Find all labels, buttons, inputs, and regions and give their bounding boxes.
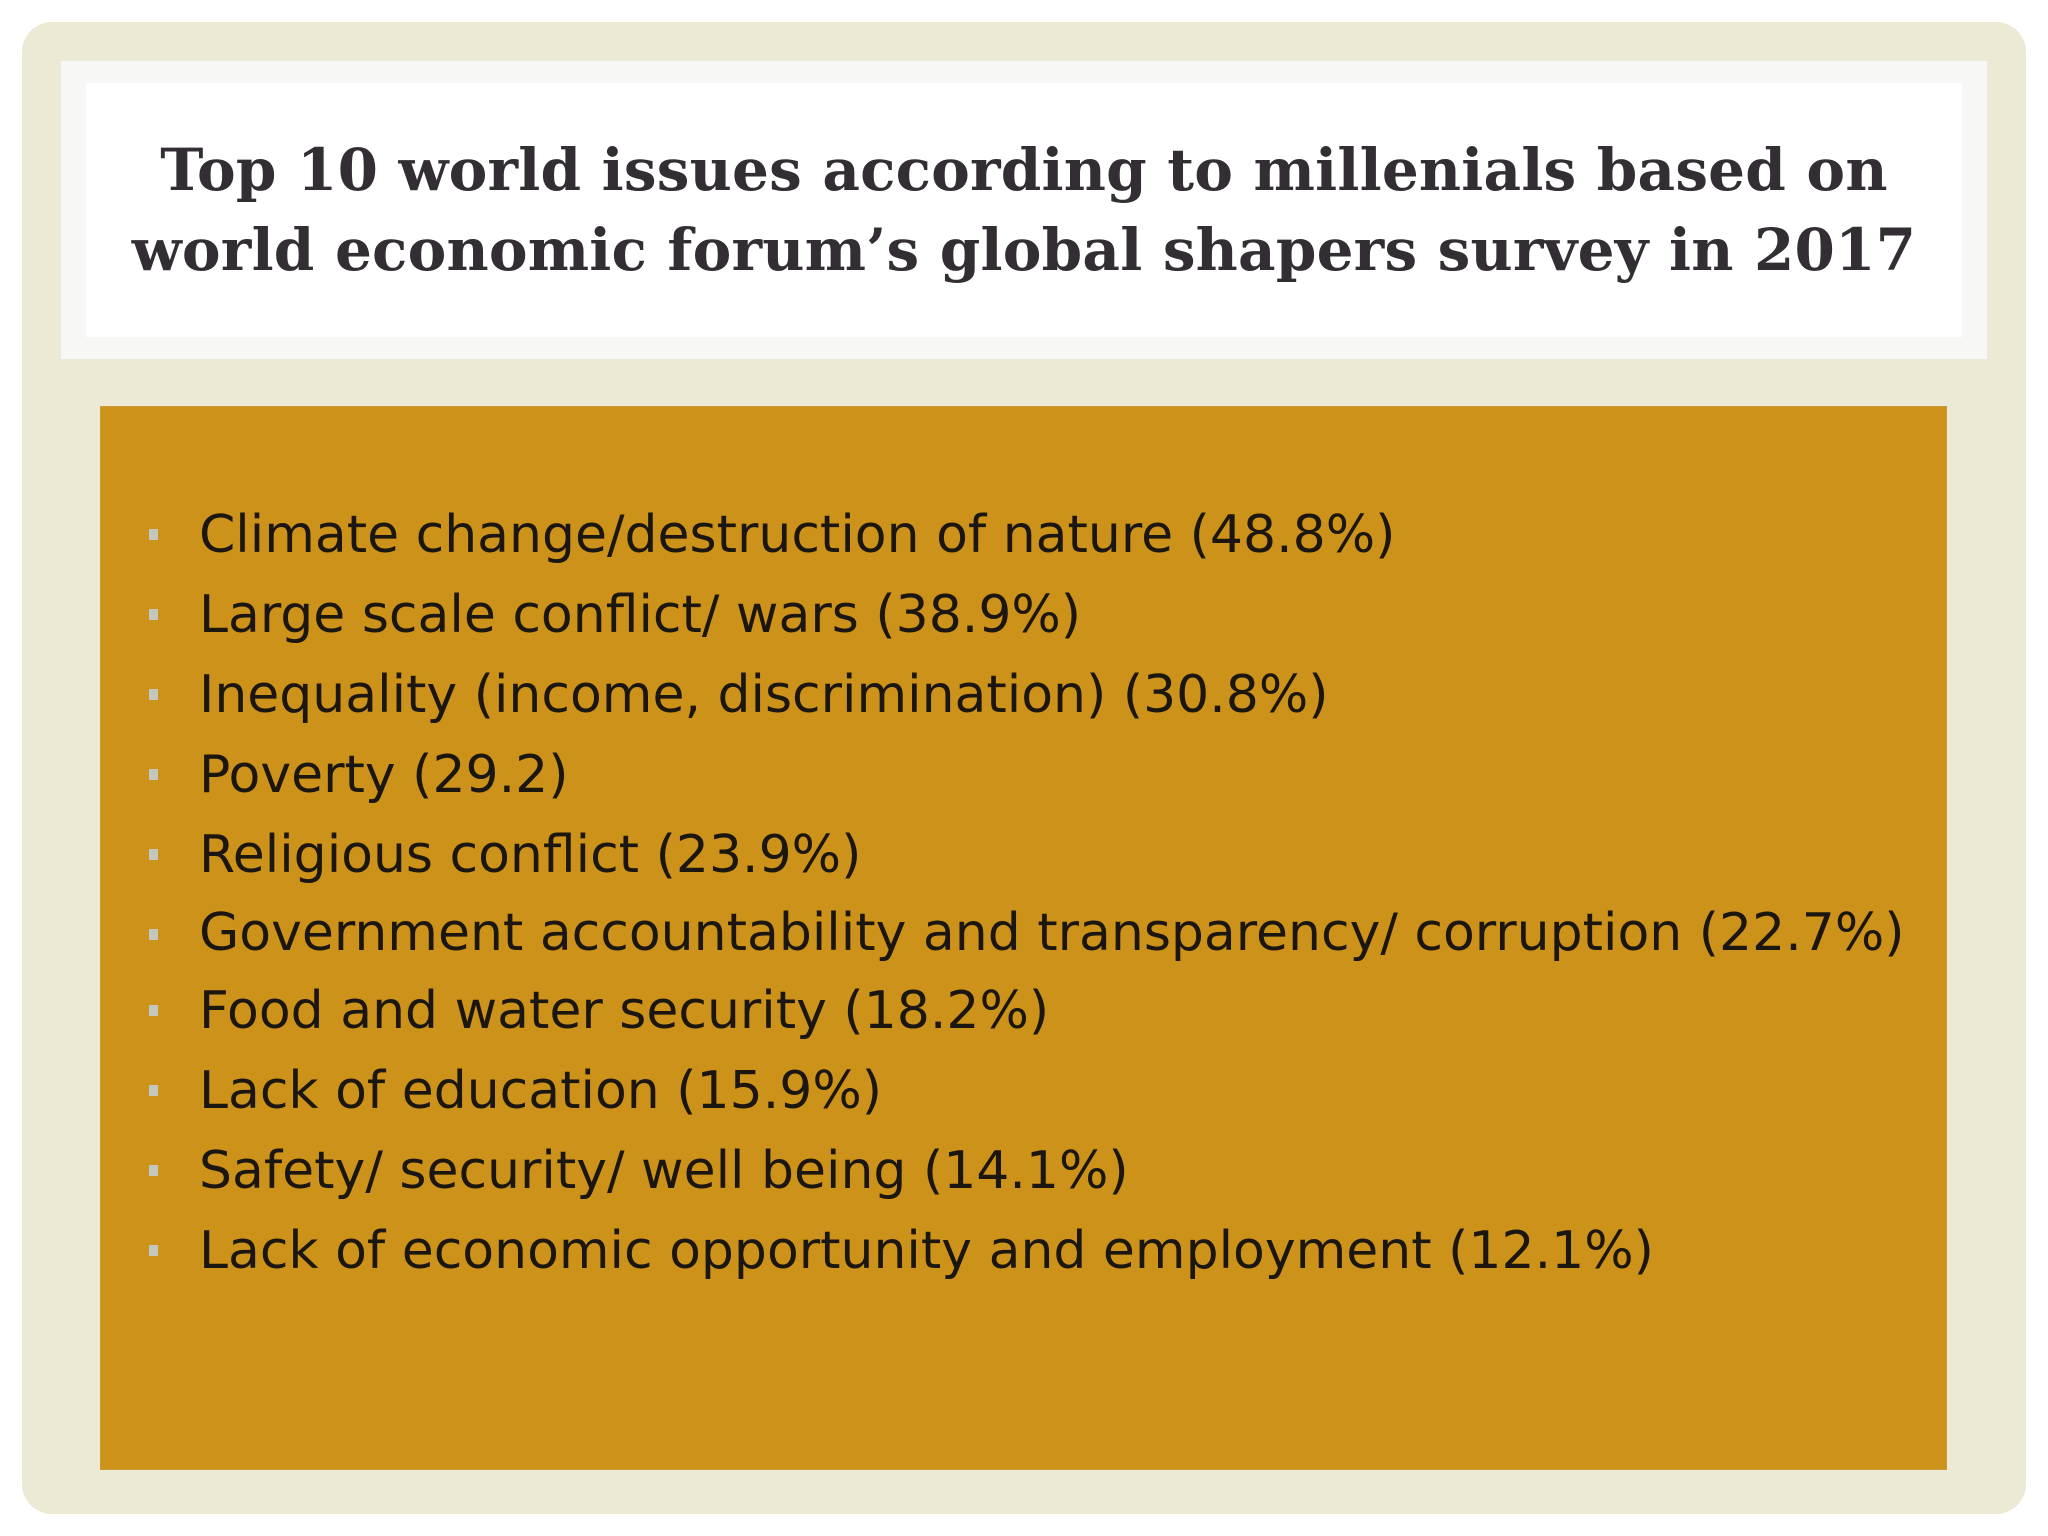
list-item-text: Food and water security (18.2%) (199, 981, 1050, 1041)
list-item-text: Inequality (income, discrimination) (30.… (199, 665, 1329, 725)
title-box: Top 10 world issues according to milleni… (86, 83, 1962, 337)
bullet-icon (149, 529, 158, 540)
list-item-text: Lack of economic opportunity and employm… (199, 1221, 1654, 1281)
slide-title-line-1: Top 10 world issues according to milleni… (160, 136, 1888, 204)
list-item-text: Religious conflict (23.9%) (199, 825, 862, 885)
slide-title-line-2: world economic forum’s global shapers su… (131, 216, 1917, 284)
list-item-text: Climate change/destruction of nature (48… (199, 505, 1396, 565)
list-item-text: Poverty (29.2) (199, 745, 569, 805)
list-item: Poverty (29.2) (101, 735, 1946, 815)
list-item: Large scale conflict/ wars (38.9%) (101, 575, 1946, 655)
list-item: Government accountability and transparen… (101, 895, 1946, 971)
slide-title: Top 10 world issues according to milleni… (132, 130, 1916, 290)
bullet-icon (149, 1245, 158, 1256)
list-item: Lack of economic opportunity and employm… (101, 1211, 1946, 1291)
list-item: Food and water security (18.2%) (101, 971, 1946, 1051)
issue-list: Climate change/destruction of nature (48… (101, 495, 1946, 1291)
list-item: Climate change/destruction of nature (48… (101, 495, 1946, 575)
bullet-icon (149, 689, 158, 700)
list-item-text: Lack of education (15.9%) (199, 1061, 883, 1121)
list-item-text: Large scale conflict/ wars (38.9%) (199, 585, 1082, 645)
list-item-text: Government accountability and transparen… (199, 903, 1905, 963)
bullet-icon (149, 1165, 158, 1176)
list-item: Religious conflict (23.9%) (101, 815, 1946, 895)
bullet-icon (149, 609, 158, 620)
list-item: Lack of education (15.9%) (101, 1051, 1946, 1131)
bullet-icon (149, 1005, 158, 1016)
bullet-icon (149, 849, 158, 860)
bullet-icon (149, 1085, 158, 1096)
title-panel: Top 10 world issues according to milleni… (61, 61, 1987, 359)
bullet-icon (149, 769, 158, 780)
list-item: Inequality (income, discrimination) (30.… (101, 655, 1946, 735)
content-panel: Climate change/destruction of nature (48… (101, 407, 1946, 1469)
list-item: Safety/ security/ well being (14.1%) (101, 1131, 1946, 1211)
bullet-icon (149, 929, 158, 940)
list-item-text: Safety/ security/ well being (14.1%) (199, 1141, 1129, 1201)
